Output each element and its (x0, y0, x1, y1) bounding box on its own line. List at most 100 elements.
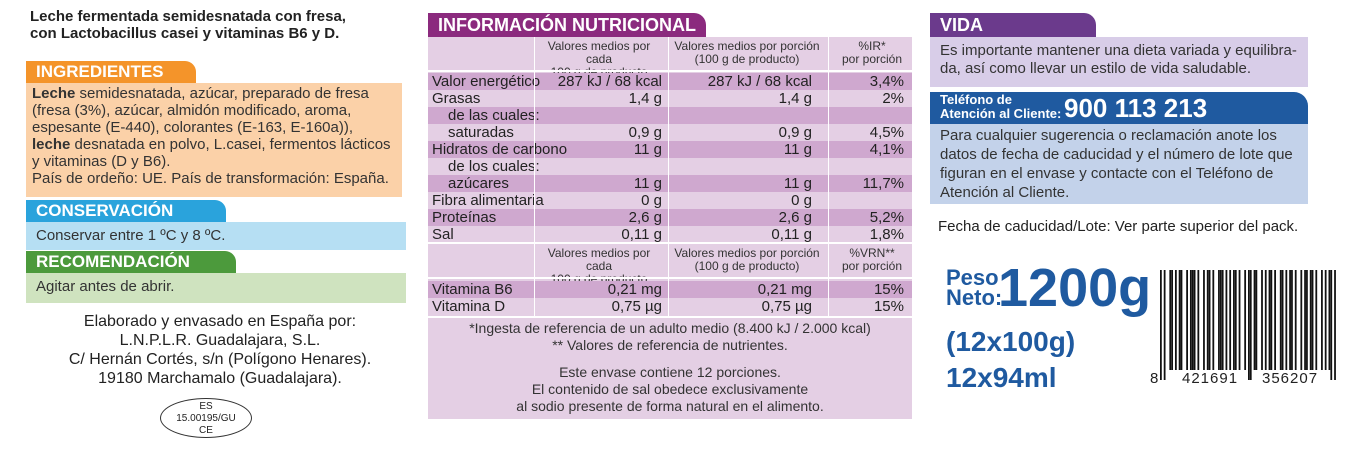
barcode-bar (1203, 270, 1205, 370)
footnotes: *Ingesta de referencia de un adulto medi… (469, 320, 871, 414)
barcode-bar (1291, 270, 1293, 370)
barcode-bar (1311, 270, 1314, 370)
per-portion-value: 287 kJ / 68 kcal (707, 73, 812, 90)
origin-text: País de ordeño: UE. País de transformaci… (32, 170, 389, 187)
barcode-bar (1253, 270, 1256, 370)
per-100g-value: 0,75 µg (611, 298, 662, 315)
vitamin-row: Vitamina B6 0,21 mg 0,21 mg 15% (428, 281, 912, 298)
health-mark: ES 15.00195/GU CE (160, 398, 252, 438)
barcode-bar (1186, 270, 1188, 370)
nutrition-row: saturadas 0,9 g 0,9 g 4,5% (428, 124, 912, 141)
barcode-bar (1261, 270, 1263, 370)
barcode-bar (1255, 270, 1258, 370)
nutrient-label: azúcares (448, 175, 509, 192)
barcode-bar (1334, 270, 1336, 380)
per-portion-value: 2,6 g (778, 209, 812, 226)
barcode-bar (1289, 270, 1291, 370)
nutrient-label: Hidratos de carbono (432, 141, 568, 158)
ir-percent: 4,5% (869, 124, 904, 141)
vitamin-label: Vitamina B6 (432, 281, 513, 298)
barcode (1160, 270, 1336, 380)
vit-col2-header: Valores medios por porción (100 g de prod… (674, 246, 820, 273)
nutrition-row: Sal 0,11 g 0,11 g 1,8% (428, 226, 912, 243)
per-100g-value: 2,6 g (628, 209, 662, 226)
barcode-bar (1244, 270, 1247, 370)
vitamin-row: Vitamina D 0,75 µg 0,75 µg 15% (428, 298, 912, 315)
nutrition-row: Valor energético 287 kJ / 68 kcal 287 kJ /… (428, 73, 912, 90)
product-title: Leche fermentada semidesnatada con fresa… (30, 8, 346, 42)
barcode-bar (1219, 270, 1222, 370)
barcode-bar (1309, 270, 1312, 370)
ir-percent: 2% (882, 90, 904, 107)
conservation-text: Conservar entre 1 ºC y 8 ºC. (26, 222, 406, 250)
barcode-bar (1174, 270, 1177, 370)
manufacturer-info: Elaborado y envasado en España por: L.N.… (68, 313, 372, 387)
ingredients-panel: Leche semidesnatada, azúcar, preparado d… (26, 83, 402, 197)
ir-percent: 3,4% (869, 73, 904, 90)
barcode-bar (1328, 270, 1331, 370)
vitamin-label: Vitamina D (432, 298, 506, 315)
nutrition-row: de las cuales: (428, 107, 912, 124)
barcode-bar (1189, 270, 1192, 370)
per-100g-value: 0 g (641, 192, 662, 209)
volume-text: 12x94ml (946, 362, 1057, 393)
per-portion-value: 0,9 g (778, 124, 812, 141)
healthy-life-text: Es importante mantener una dieta variada… (930, 37, 1308, 87)
nutrient-label: Sal (432, 226, 454, 243)
barcode-digits-right: 356207 (1262, 370, 1319, 387)
vrn-percent: 15% (873, 281, 904, 298)
phone-number[interactable]: 900 113 213 (1064, 93, 1208, 123)
vrn-percent: 15% (873, 298, 904, 315)
per-100g-value: 11 g (633, 141, 662, 158)
barcode-bar (1248, 270, 1250, 380)
ir-percent: 11,7% (862, 175, 904, 192)
nutrient-label: Grasas (432, 90, 481, 107)
nutrient-label: Fibra alimentaria (432, 192, 544, 209)
barcode-bar (1315, 270, 1318, 370)
col2-header: Valores medios por porción (100 g de prod… (674, 39, 820, 66)
nutrient-label: de los cuales: (448, 158, 540, 175)
per-portion-value: 0 g (791, 192, 812, 209)
barcode-digit-first: 8 (1150, 370, 1159, 387)
nutrient-label: Proteínas (432, 209, 497, 226)
nutrition-heading: INFORMACIÓN NUTRICIONAL (428, 13, 706, 37)
per-100g-value: 287 kJ / 68 kcal (557, 73, 662, 90)
barcode-bar (1229, 270, 1232, 370)
recommendation-heading: RECOMENDACIÓN (26, 251, 236, 273)
barcode-bar (1330, 270, 1333, 380)
portions-text: (12x100g) (946, 326, 1076, 357)
barcode-bar (1249, 270, 1252, 380)
barcode-bar (1160, 270, 1162, 380)
per-100g-value: 0,9 g (628, 124, 662, 141)
nutrition-row: de los cuales: (428, 158, 912, 175)
barcode-bar (1233, 270, 1235, 370)
recommendation-text: Agitar antes de abrir. (26, 273, 406, 303)
per-100g-value: 1,4 g (628, 90, 662, 107)
net-weight-label: Peso Neto: (946, 265, 1003, 310)
net-weight-value: 1200g (998, 258, 1152, 318)
per-100g-value: 0,11 g (621, 226, 662, 243)
healthy-life-heading: VIDA SALUDABLE (930, 13, 1096, 59)
vit-col3-header: %VRN** por porción (841, 246, 903, 273)
nutrition-row: Proteínas 2,6 g 2,6 g 5,2% (428, 209, 912, 226)
barcode-bar (1221, 270, 1224, 370)
per-100g-value: 0,21 mg (607, 281, 662, 298)
barcode-bar (1268, 270, 1271, 370)
nutrition-row: Hidratos de carbono 11 g 11 g 4,1% (428, 141, 912, 158)
per-portion-value: 0,11 g (771, 226, 812, 243)
barcode-bar (1191, 270, 1194, 370)
barcode-bar (1294, 270, 1297, 370)
barcode-bar (1238, 270, 1241, 370)
barcode-bar (1270, 270, 1273, 370)
col3-header: %IR* por porción (841, 39, 903, 66)
per-100g-value: 11 g (633, 175, 662, 192)
per-portion-value: 1,4 g (778, 90, 812, 107)
nutrient-label: Valor energético (432, 73, 541, 90)
nutrition-row: Grasas 1,4 g 1,4 g 2% (428, 90, 912, 107)
per-portion-value: 0,75 µg (761, 298, 812, 315)
barcode-digits-left: 421691 (1182, 370, 1239, 387)
barcode-bar (1163, 270, 1166, 380)
barcode-bar (1281, 270, 1284, 370)
barcode-bar (1218, 270, 1220, 370)
conservation-heading: CONSERVACIÓN (26, 200, 226, 222)
